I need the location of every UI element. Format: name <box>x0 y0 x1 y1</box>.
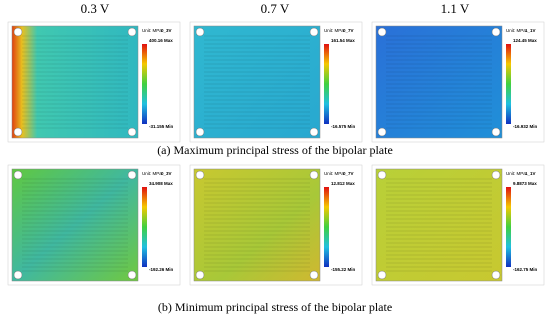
legend-max: 400.16 Max <box>149 38 173 43</box>
bolt-hole <box>13 170 23 180</box>
bolt-hole <box>195 127 205 137</box>
color-bar <box>324 187 329 267</box>
legend-name: 1_1V <box>525 171 536 176</box>
color-bar <box>142 187 147 267</box>
legend-min: -192.26 Min <box>149 267 174 272</box>
plate <box>375 168 503 282</box>
color-bar <box>506 187 511 267</box>
legend-max: 12.812 Max <box>331 181 355 186</box>
bolt-hole <box>127 27 137 37</box>
legend-min: -162.75 Min <box>513 267 538 272</box>
color-bar <box>324 44 329 124</box>
column-header: 1.1 V <box>441 1 470 16</box>
legend-name: 0_7V <box>343 28 354 33</box>
bolt-hole <box>309 127 319 137</box>
column-header: 0.3 V <box>81 1 110 16</box>
legend-max: 124.45 Max <box>513 38 537 43</box>
legend-name: 0_3V <box>161 171 172 176</box>
legend-name: 1_1V <box>525 28 536 33</box>
bolt-hole <box>127 270 137 280</box>
bolt-hole <box>13 270 23 280</box>
legend-min: -155.22 Min <box>331 267 356 272</box>
legend-unit: Unit: MPa <box>506 28 526 33</box>
legend-unit: Unit: MPa <box>142 171 162 176</box>
bolt-hole <box>195 170 205 180</box>
bolt-hole <box>309 27 319 37</box>
caption: (b) Minimum principal stress of the bipo… <box>158 300 392 314</box>
legend-unit: Unit: MPa <box>324 171 344 176</box>
plate <box>11 168 139 282</box>
bolt-hole <box>377 270 387 280</box>
legend-min: -16.932 Min <box>513 124 538 129</box>
plate <box>193 25 321 139</box>
bolt-hole <box>127 170 137 180</box>
legend-min: -31.155 Min <box>149 124 174 129</box>
bolt-hole <box>195 27 205 37</box>
legend-max: 9.8873 Max <box>513 181 537 186</box>
color-bar <box>506 44 511 124</box>
legend-max: 161.54 Max <box>331 38 355 43</box>
legend-max: 34.908 Max <box>149 181 173 186</box>
plate <box>11 25 139 139</box>
bolt-hole <box>377 170 387 180</box>
plate <box>375 25 503 139</box>
bolt-hole <box>491 27 501 37</box>
legend-unit: Unit: MPa <box>324 28 344 33</box>
bolt-hole <box>13 127 23 137</box>
legend-unit: Unit: MPa <box>506 171 526 176</box>
bolt-hole <box>13 27 23 37</box>
caption: (a) Maximum principal stress of the bipo… <box>157 143 393 157</box>
bolt-hole <box>309 270 319 280</box>
bolt-hole <box>491 170 501 180</box>
bolt-hole <box>377 27 387 37</box>
bolt-hole <box>491 127 501 137</box>
bolt-hole <box>309 170 319 180</box>
plate <box>193 168 321 282</box>
color-bar <box>142 44 147 124</box>
bolt-hole <box>127 127 137 137</box>
bolt-hole <box>195 270 205 280</box>
legend-min: -16.575 Min <box>331 124 356 129</box>
column-header: 0.7 V <box>261 1 290 16</box>
bolt-hole <box>491 270 501 280</box>
legend-name: 0_7V <box>343 171 354 176</box>
legend-name: 0_3V <box>161 28 172 33</box>
legend-unit: Unit: MPa <box>142 28 162 33</box>
bolt-hole <box>377 127 387 137</box>
